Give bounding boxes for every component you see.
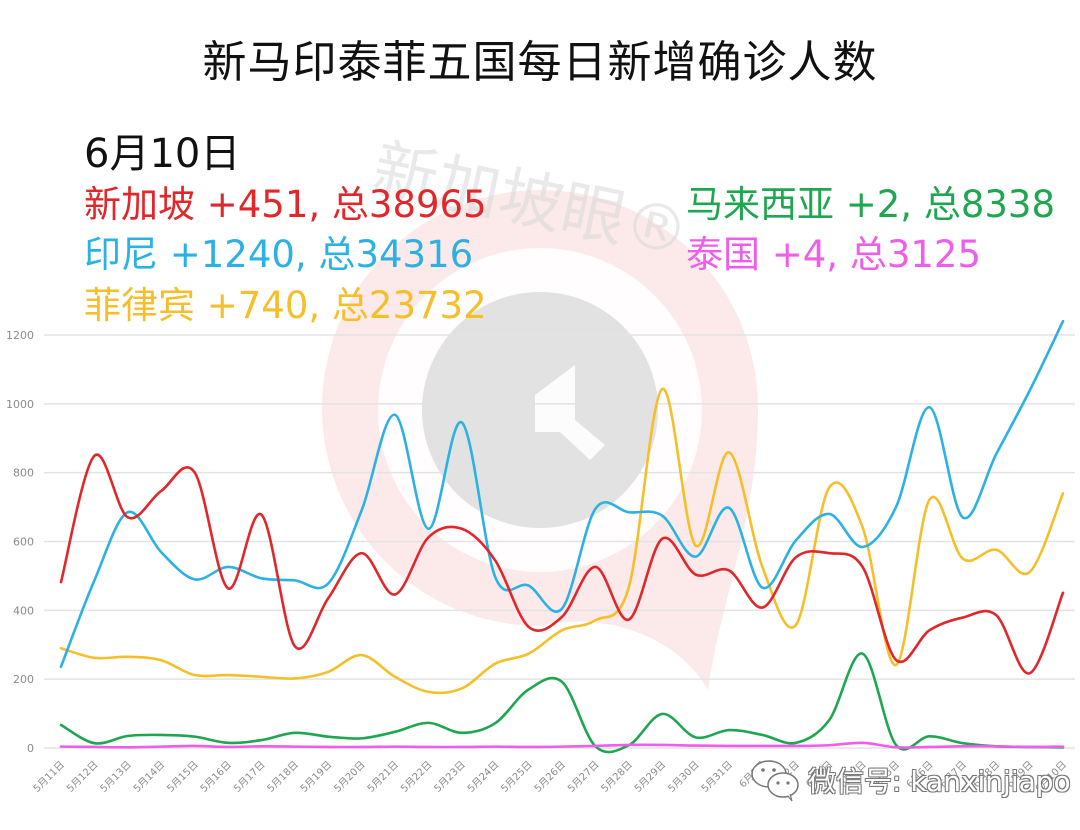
x-tick-label: 5月20日 <box>332 759 368 795</box>
legend-philippines: 菲律宾 +740, 总23732 <box>84 284 487 327</box>
legend-indonesia: 印尼 +1240, 总34316 <box>84 233 474 276</box>
wechat-icon <box>751 760 799 802</box>
y-axis-ticks: 0 200 400 600 800 1000 1200 <box>6 329 34 755</box>
x-tick-label: 5月16日 <box>198 759 234 795</box>
y-tick-label: 0 <box>27 742 34 755</box>
y-tick-label: 800 <box>13 467 34 480</box>
x-tick-label: 5月30日 <box>666 759 702 795</box>
x-tick-label: 5月29日 <box>632 759 668 795</box>
series-line-泰国 <box>59 741 1065 749</box>
series-line-菲律宾 <box>59 387 1065 695</box>
y-tick-label: 400 <box>13 604 34 617</box>
x-tick-label: 5月17日 <box>231 759 267 795</box>
legend-singapore: 新加坡 +451, 总38965 <box>84 183 487 226</box>
series-lines <box>59 319 1065 754</box>
legend-thailand: 泰国 +4, 总3125 <box>686 233 981 276</box>
x-tick-label: 5月26日 <box>532 759 568 795</box>
wechat-watermark: 微信号: kanxinjiapo <box>750 758 1071 802</box>
x-tick-label: 5月31日 <box>699 759 735 795</box>
chart-title: 新马印泰菲五国每日新增确诊人数 <box>202 37 878 88</box>
date-label: 6月10日 <box>84 131 241 177</box>
x-tick-label: 5月22日 <box>398 759 434 795</box>
x-tick-label: 5月15日 <box>165 759 201 795</box>
x-tick-label: 5月12日 <box>64 759 100 795</box>
y-tick-label: 600 <box>13 536 34 549</box>
x-tick-label: 5月21日 <box>365 759 401 795</box>
x-tick-label: 5月27日 <box>565 759 601 795</box>
x-tick-label: 5月14日 <box>131 759 167 795</box>
x-tick-label: 5月18日 <box>265 759 301 795</box>
x-tick-label: 5月28日 <box>599 759 635 795</box>
y-tick-label: 200 <box>13 673 34 686</box>
x-tick-label: 5月23日 <box>432 759 468 795</box>
wechat-id-text: 微信号: kanxinjiapo <box>808 765 1071 798</box>
legend-malaysia: 马来西亚 +2, 总8338 <box>686 183 1055 226</box>
x-tick-label: 5月25日 <box>499 759 535 795</box>
x-tick-label: 5月11日 <box>31 759 67 795</box>
x-tick-label: 5月24日 <box>465 759 501 795</box>
x-tick-label: 5月13日 <box>98 759 134 795</box>
y-tick-label: 1200 <box>6 329 34 342</box>
watermark-pin-logo <box>322 190 758 690</box>
y-tick-label: 1000 <box>6 398 34 411</box>
series-line-马来西亚 <box>59 652 1065 754</box>
x-tick-label: 5月19日 <box>298 759 334 795</box>
series-line-新加坡 <box>59 453 1065 675</box>
